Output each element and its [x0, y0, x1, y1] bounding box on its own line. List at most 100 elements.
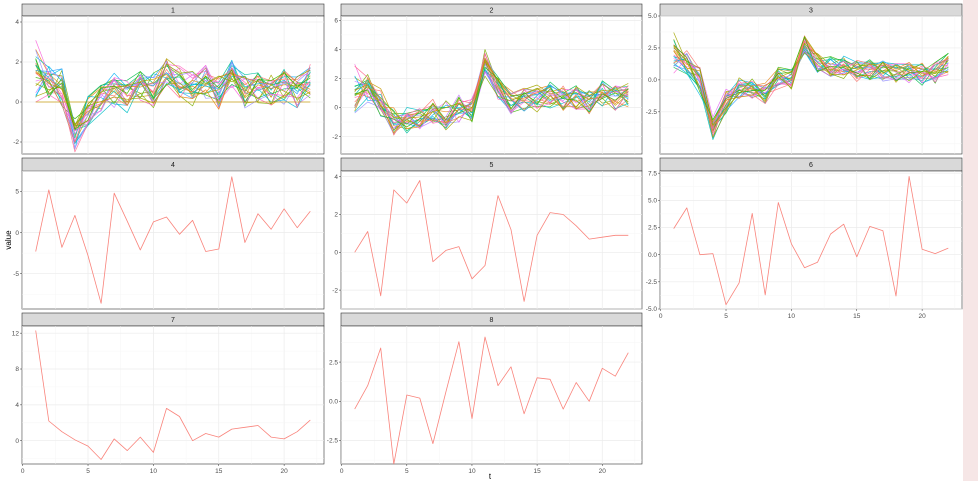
y-tick-label: -2 — [332, 134, 338, 141]
y-tick-label: 2 — [334, 76, 338, 83]
x-tick-label: 20 — [919, 313, 927, 320]
y-axis-title: value — [4, 230, 13, 250]
y-tick-label: -2.5 — [646, 279, 658, 286]
series-line — [35, 63, 311, 130]
series-line — [354, 66, 629, 128]
facet-panel-1: 1 -2 0 2 4 — [13, 3, 325, 155]
series-line — [354, 58, 629, 124]
y-tick-label: 0 — [15, 99, 19, 106]
y-tick-label: 8 — [15, 366, 19, 373]
series-line — [35, 176, 311, 304]
series-line — [354, 75, 629, 125]
series-line — [35, 64, 311, 153]
series-line — [354, 59, 629, 131]
facet-plot-area — [340, 170, 643, 310]
facet-panel-8: 8 -2.5 0.0 2.5 0 5 10 15 20 — [327, 312, 643, 475]
y-tick-label: 7.5 — [648, 170, 657, 177]
facet-panel-3: 3 -2.5 0.0 2.5 5.0 — [646, 3, 963, 155]
series-line — [673, 175, 949, 306]
facet-panel-4: 4 -5 0 5 — [13, 157, 325, 310]
series-line — [354, 336, 629, 464]
series-lines — [354, 336, 629, 464]
x-tick-label: 15 — [533, 468, 541, 475]
y-tick-label: 5.0 — [648, 198, 657, 205]
series-lines — [354, 49, 629, 136]
facet-plot-area — [21, 325, 325, 465]
y-tick-label: 0.0 — [329, 398, 338, 405]
series-line — [35, 59, 311, 127]
y-tick-label: -2.5 — [327, 438, 339, 445]
gridlines — [22, 170, 324, 309]
y-tick-label: 2 — [334, 212, 338, 219]
x-tick-label: 0 — [659, 313, 663, 320]
y-tick-label: 4 — [334, 47, 338, 54]
y-tick-label: 6 — [334, 18, 338, 25]
x-tick-label: 10 — [788, 313, 796, 320]
y-tick-label: 0.0 — [648, 252, 657, 259]
series-line — [35, 40, 311, 132]
gridlines — [660, 171, 962, 310]
y-tick-label: 5 — [15, 189, 19, 196]
series-line — [673, 32, 949, 138]
x-tick-label: 20 — [599, 468, 607, 475]
y-tick-label: -5.0 — [646, 306, 658, 313]
series-line — [35, 56, 311, 144]
y-tick-label: -2 — [332, 287, 338, 294]
x-tick-label: 0 — [340, 468, 344, 475]
series-line — [35, 330, 311, 460]
series-lines — [354, 180, 629, 302]
series-line — [35, 58, 311, 130]
x-tick-label: 5 — [724, 313, 728, 320]
facet-panel-6: 6 -5.0 -2.5 0.0 2.5 5.0 7.5 0 5 10 15 20 — [646, 157, 963, 320]
gridlines — [341, 171, 642, 310]
y-tick-label: 2.5 — [648, 45, 657, 52]
y-tick-label: 4 — [15, 19, 19, 26]
series-lines — [35, 330, 311, 460]
facet-strip-label: 6 — [809, 162, 813, 169]
y-tick-label: 12 — [12, 330, 20, 337]
facet-panel-7: 7 0 4 8 12 0 5 10 15 20 — [12, 312, 325, 475]
y-tick-label: 4 — [334, 174, 338, 181]
y-tick-label: 0 — [334, 105, 338, 112]
y-tick-label: 5.0 — [648, 13, 657, 20]
x-tick-label: 5 — [86, 468, 90, 475]
y-tick-label: 4 — [15, 402, 19, 409]
x-tick-label: 10 — [468, 468, 476, 475]
y-tick-label: 2.5 — [329, 359, 338, 366]
facet-plot-area — [340, 15, 643, 155]
facet-plot-area — [659, 170, 963, 310]
series-line — [35, 78, 311, 127]
right-edge-strip — [963, 0, 978, 481]
series-line — [673, 37, 949, 127]
facet-strip-label: 1 — [171, 8, 175, 15]
facet-strip-label: 7 — [171, 317, 175, 324]
series-line — [673, 42, 949, 126]
series-lines — [673, 32, 949, 140]
y-tick-label: 2 — [15, 59, 19, 66]
y-tick-label: 0 — [334, 249, 338, 256]
series-line — [35, 70, 311, 125]
x-tick-label: 15 — [215, 468, 223, 475]
y-tick-label: -2 — [13, 139, 19, 146]
facet-panel-2: 2 -2 0 2 4 6 — [332, 3, 643, 155]
facet-strip-label: 2 — [490, 8, 494, 15]
facet-strip-label: 3 — [809, 8, 813, 15]
y-tick-label: -5 — [13, 271, 19, 278]
series-line — [354, 62, 629, 124]
x-tick-label: 10 — [150, 468, 158, 475]
series-lines — [35, 40, 311, 153]
x-tick-label: 0 — [21, 468, 25, 475]
y-tick-label: -2.5 — [646, 109, 658, 116]
facet-strip-label: 5 — [490, 162, 494, 169]
x-tick-label: 5 — [405, 468, 409, 475]
x-tick-label: 15 — [853, 313, 861, 320]
series-line — [354, 180, 629, 302]
facet-strip-label: 8 — [490, 317, 494, 324]
facet-strip-label: 4 — [171, 162, 175, 169]
series-line — [673, 36, 949, 120]
gridlines — [22, 326, 324, 464]
x-tick-label: 20 — [281, 468, 289, 475]
facet-plot-area — [21, 170, 325, 310]
facet-panel-5: 5 -2 0 2 4 — [332, 157, 643, 310]
